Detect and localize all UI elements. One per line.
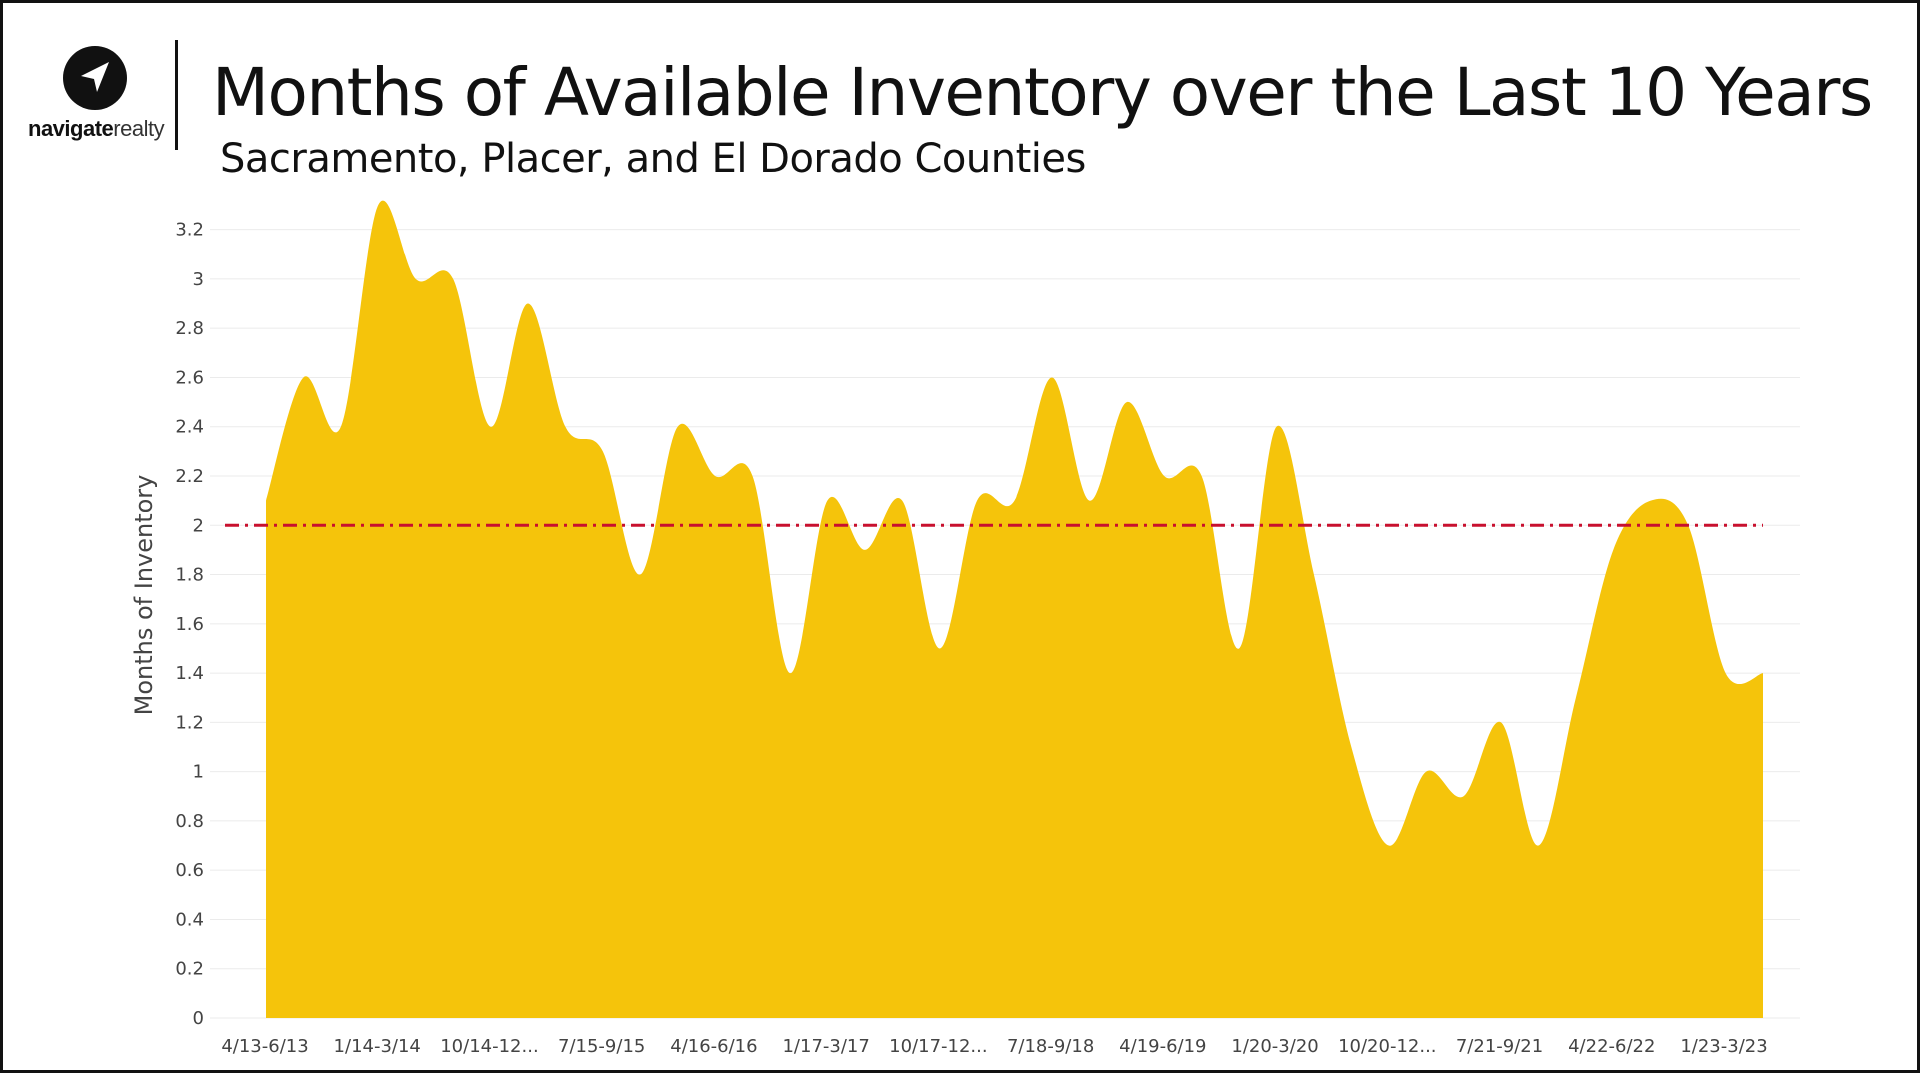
- data-point: [1239, 648, 1240, 649]
- data-point: [752, 476, 753, 477]
- data-point: [490, 426, 491, 427]
- x-tick-label: 7/18-9/18: [1007, 1036, 1094, 1057]
- x-tick-label: 10/20-12...: [1338, 1036, 1436, 1057]
- y-tick-label: 0: [193, 1008, 204, 1029]
- data-point: [677, 426, 678, 427]
- data-point: [1725, 673, 1726, 674]
- data-point: [1388, 845, 1389, 846]
- series-area-path: [266, 200, 1763, 1018]
- y-tick-label: 1.6: [175, 614, 204, 635]
- data-point: [415, 278, 416, 279]
- chart-title: Months of Available Inventory over the L…: [212, 54, 1873, 131]
- x-tick-label: 7/15-9/15: [558, 1036, 645, 1057]
- data-point: [1089, 500, 1090, 501]
- y-tick-label: 0.8: [175, 811, 204, 832]
- y-tick-label: 1.4: [175, 663, 204, 684]
- y-tick-label: 1.8: [175, 565, 204, 586]
- y-tick-label: 0.4: [175, 909, 204, 930]
- y-tick-label: 0.6: [175, 860, 204, 881]
- x-tick-label: 1/23-3/23: [1680, 1036, 1767, 1057]
- x-tick-label: 10/14-12...: [440, 1036, 538, 1057]
- data-point: [527, 303, 528, 304]
- y-tick-label: 2.2: [175, 466, 204, 487]
- brand-name: navigaterealty: [28, 116, 165, 141]
- x-tick-label: 1/14-3/14: [334, 1036, 421, 1057]
- header-divider: [175, 40, 178, 150]
- data-point: [378, 205, 379, 206]
- data-point: [1014, 500, 1015, 501]
- data-point: [977, 500, 978, 501]
- chart-subtitle: Sacramento, Placer, and El Dorado Counti…: [220, 136, 1086, 182]
- data-point: [1164, 476, 1165, 477]
- data-point: [1426, 771, 1427, 772]
- y-axis-ticks: 0 0.2 0.4 0.6 0.8 1 1.2 1.4 1.6 1.8 2 2.2 2.4 2.6 2.8 3…: [175, 220, 204, 1029]
- data-point: [789, 673, 790, 674]
- x-tick-label: 4/16-6/16: [670, 1036, 757, 1057]
- x-axis-ticks: 4/13-6/13 1/14-3/14 10/14-12... 7/15-9/15 4/…: [221, 1036, 1767, 1057]
- x-tick-label: 1/20-3/20: [1231, 1036, 1318, 1057]
- data-point: [939, 648, 940, 649]
- data-point: [602, 451, 603, 452]
- data-point: [1351, 747, 1352, 748]
- data-point: [340, 426, 341, 427]
- data-point: [864, 549, 865, 550]
- data-point: [1051, 377, 1052, 378]
- brand-logo: navigaterealty: [28, 46, 168, 156]
- y-tick-label: 1.2: [175, 712, 204, 733]
- y-tick-label: 0.2: [175, 959, 204, 980]
- y-tick-label: 1: [193, 762, 204, 783]
- data-point: [1126, 402, 1127, 403]
- series-area: [266, 200, 1764, 1018]
- data-point: [565, 426, 566, 427]
- data-point: [303, 377, 304, 378]
- data-point: [1501, 722, 1502, 723]
- data-point: [453, 278, 454, 279]
- data-point: [1763, 673, 1764, 674]
- data-point: [715, 476, 716, 477]
- data-point: [266, 500, 267, 501]
- x-tick-label: 10/17-12...: [889, 1036, 987, 1057]
- x-tick-label: 4/19-6/19: [1119, 1036, 1206, 1057]
- y-axis-label: Months of Inventory: [130, 475, 158, 716]
- x-tick-label: 7/21-9/21: [1456, 1036, 1543, 1057]
- y-tick-label: 3: [193, 269, 204, 290]
- x-tick-label: 4/13-6/13: [221, 1036, 308, 1057]
- data-point: [902, 500, 903, 501]
- y-tick-label: 2.6: [175, 367, 204, 388]
- x-tick-label: 1/17-3/17: [782, 1036, 869, 1057]
- y-tick-label: 3.2: [175, 220, 204, 241]
- data-point: [1201, 476, 1202, 477]
- navigation-arrow-icon: [63, 46, 127, 110]
- y-tick-label: 2.4: [175, 417, 204, 438]
- x-tick-label: 4/22-6/22: [1568, 1036, 1655, 1057]
- data-point: [1575, 697, 1576, 698]
- y-tick-label: 2.8: [175, 318, 204, 339]
- data-point: [640, 574, 641, 575]
- data-point: [827, 500, 828, 501]
- data-point: [1613, 549, 1614, 550]
- data-point: [1276, 426, 1277, 427]
- data-point: [1463, 796, 1464, 797]
- y-tick-label: 2: [193, 515, 204, 536]
- data-point: [1538, 845, 1539, 846]
- data-point: [1313, 574, 1314, 575]
- data-point: [1650, 500, 1651, 501]
